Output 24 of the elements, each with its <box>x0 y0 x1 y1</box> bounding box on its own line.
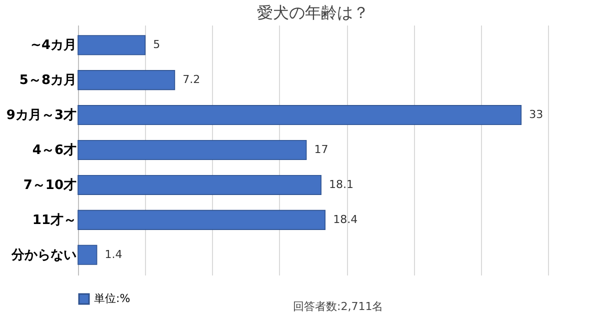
bar <box>78 35 146 56</box>
bar <box>78 210 326 230</box>
y-tick-label: 9カ月～3才 <box>6 108 76 124</box>
chart-title: 愛犬の年齢は？ <box>257 3 369 22</box>
bar <box>78 140 307 160</box>
bar <box>78 244 98 265</box>
y-tick-label: 5～8カ月 <box>19 73 76 88</box>
y-tick-label: 7～10才 <box>23 178 76 193</box>
bar <box>78 105 522 126</box>
data-label: 5 <box>153 38 160 52</box>
bar <box>78 174 322 195</box>
data-label: 33 <box>529 108 544 122</box>
data-label: 17 <box>314 143 328 156</box>
y-tick-label: ~4カ月 <box>30 38 76 54</box>
text: 回答者数:2,711名 <box>293 300 384 313</box>
bar <box>78 70 176 90</box>
data-label: 1.4 <box>104 248 122 261</box>
data-label: 7.2 <box>182 73 200 86</box>
y-tick-label: 分からない <box>10 248 76 263</box>
y-tick-label: 11才～ <box>32 212 76 228</box>
y-tick-label: 4～6才 <box>32 143 76 158</box>
data-label: 18.1 <box>329 178 354 191</box>
data-label: 18.4 <box>333 212 358 226</box>
legend-label: 単位:% <box>94 292 130 305</box>
